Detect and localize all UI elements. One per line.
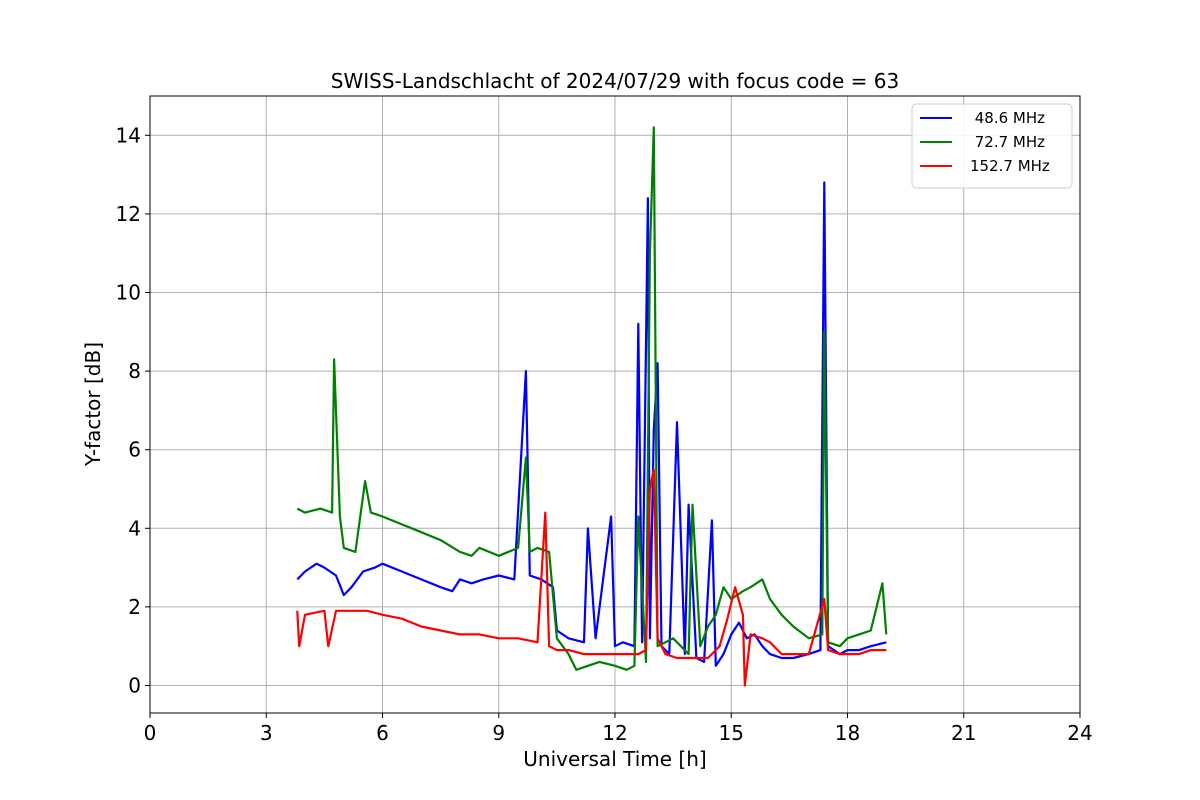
legend: 48.6 MHz 72.7 MHz 152.7 MHz [912, 104, 1072, 188]
chart: SWISS-Landschlacht of 2024/07/29 with fo… [0, 0, 1200, 800]
x-tick-label: 21 [951, 721, 976, 745]
y-tick-label: 4 [128, 516, 141, 540]
y-tick-label: 8 [128, 359, 141, 383]
x-tick-label: 6 [376, 721, 389, 745]
y-tick-label: 14 [116, 123, 141, 147]
y-tick-label: 6 [128, 438, 141, 462]
y-tick-label: 10 [116, 280, 141, 304]
x-tick-label: 9 [492, 721, 505, 745]
chart-title: SWISS-Landschlacht of 2024/07/29 with fo… [331, 69, 899, 93]
x-tick-label: 15 [719, 721, 744, 745]
legend-label: 48.6 MHz [970, 109, 1045, 127]
x-axis-label: Universal Time [h] [523, 747, 706, 771]
y-axis-label: Y-factor [dB] [81, 342, 105, 467]
y-tick-label: 0 [128, 673, 141, 697]
y-tick-label: 12 [116, 202, 141, 226]
y-tick-label: 2 [128, 595, 141, 619]
x-tick-label: 18 [835, 721, 860, 745]
x-tick-label: 3 [260, 721, 273, 745]
x-tick-label: 24 [1067, 721, 1092, 745]
x-tick-label: 0 [144, 721, 157, 745]
legend-label: 72.7 MHz [970, 133, 1045, 151]
x-tick-label: 12 [602, 721, 627, 745]
legend-label: 152.7 MHz [970, 157, 1050, 175]
